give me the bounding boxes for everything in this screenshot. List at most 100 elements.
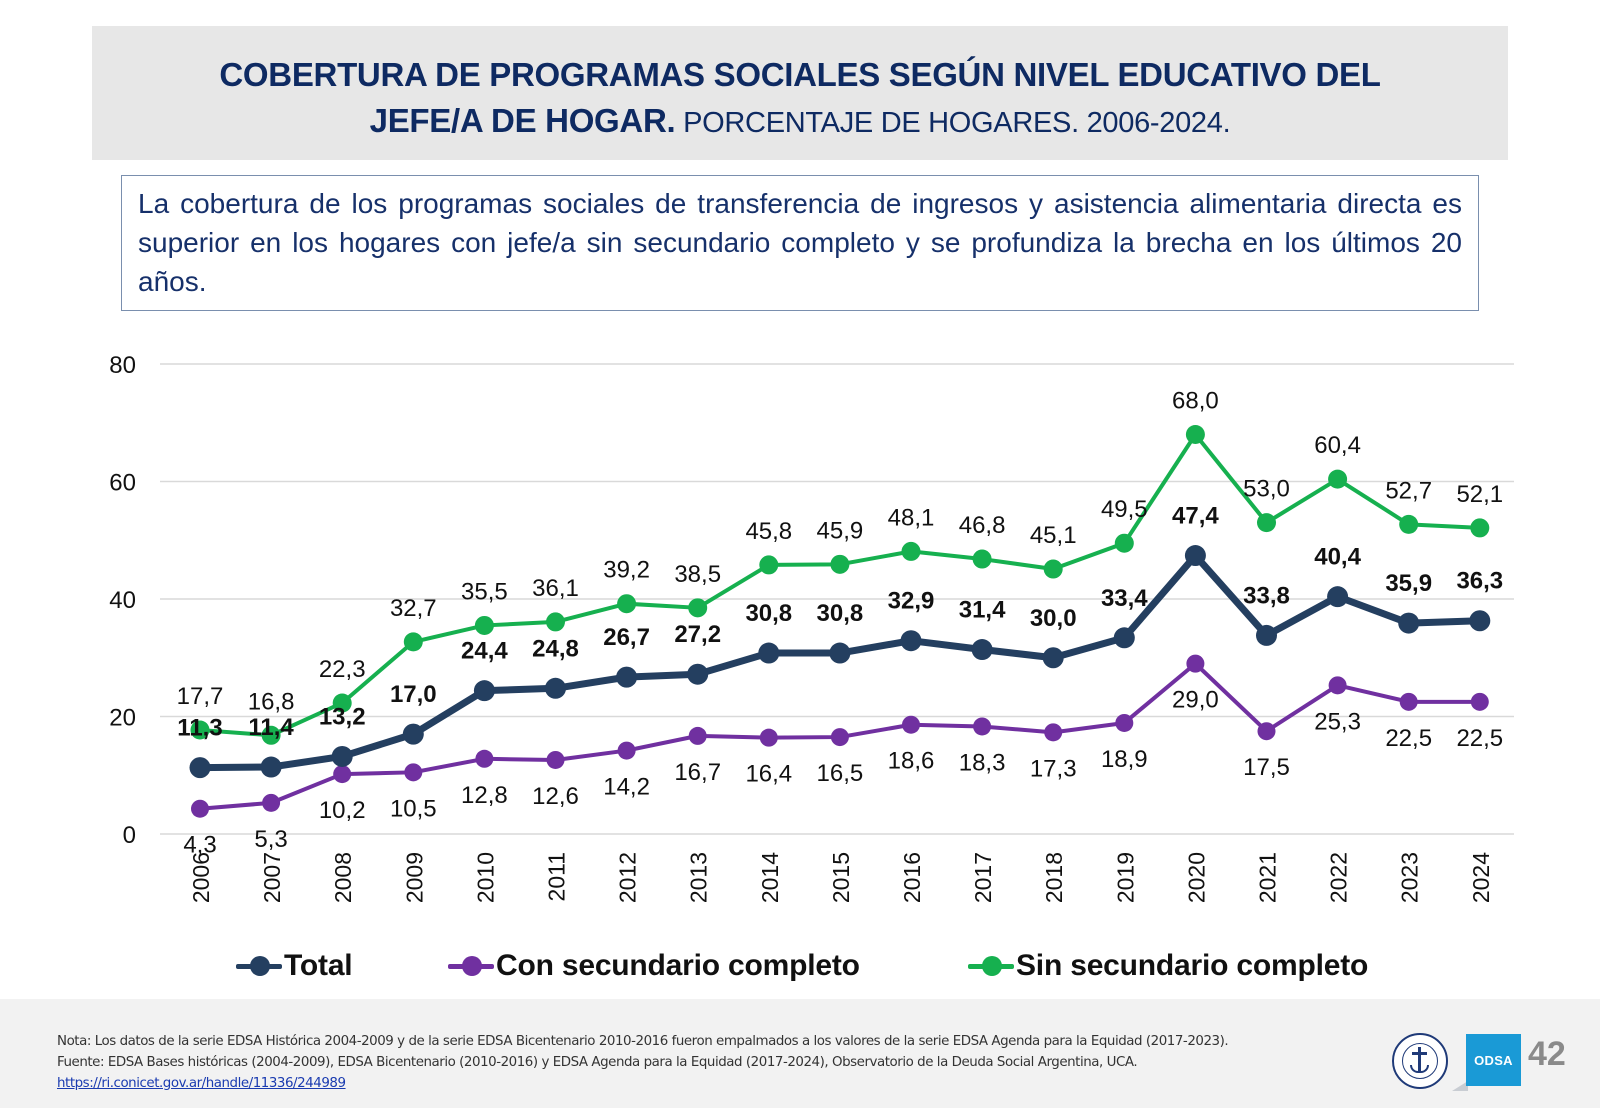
- data-point-sin-secundario: [901, 541, 921, 561]
- data-label-total: 24,8: [532, 635, 579, 662]
- data-point-total: [687, 663, 709, 685]
- data-point-total: [1469, 610, 1491, 632]
- data-point-total: [1042, 647, 1064, 669]
- x-tick-label: 2019: [1112, 852, 1138, 903]
- data-label-con-secundario: 12,8: [461, 782, 508, 809]
- data-label-sin-secundario: 45,1: [1030, 522, 1077, 549]
- data-point-total: [1398, 612, 1420, 634]
- legend-item-con-secundario[interactable]: Con secundario completo: [448, 946, 860, 986]
- legend-marker-icon: [968, 956, 1014, 976]
- data-label-total: 32,9: [888, 588, 935, 615]
- footer: Nota: Los datos de la serie EDSA Históri…: [0, 999, 1600, 1108]
- data-label-sin-secundario: 16,8: [248, 688, 295, 715]
- data-label-total: 35,9: [1385, 570, 1432, 597]
- data-label-con-secundario: 17,5: [1243, 754, 1290, 781]
- legend-item-sin-secundario[interactable]: Sin secundario completo: [968, 946, 1368, 986]
- data-point-total: [1113, 627, 1135, 649]
- x-tick-label: 2021: [1255, 852, 1281, 903]
- data-label-total: 30,0: [1030, 605, 1077, 632]
- data-label-sin-secundario: 49,5: [1101, 496, 1148, 523]
- data-point-con-secundario: [902, 715, 920, 734]
- data-point-sin-secundario: [617, 594, 637, 614]
- data-label-con-secundario: 18,6: [888, 748, 935, 775]
- data-label-con-secundario: 12,6: [532, 783, 579, 810]
- data-label-total: 36,3: [1456, 568, 1503, 595]
- data-point-con-secundario: [1186, 654, 1205, 673]
- y-tick-label: 60: [109, 470, 136, 497]
- data-label-con-secundario: 22,5: [1456, 725, 1503, 752]
- x-tick-label: 2018: [1041, 852, 1067, 903]
- page-number: 42: [1528, 1035, 1566, 1073]
- data-label-sin-secundario: 45,8: [745, 518, 792, 545]
- title-line-1: COBERTURA DE PROGRAMAS SOCIALES SEGÚN NI…: [219, 56, 1381, 93]
- line-chart: 0 20 40 60 80 2006 2007 2008 2009 2010 2011 2012 20…: [0, 340, 1600, 1000]
- title-bold-part: JEFE/A DE HOGAR.: [369, 102, 676, 139]
- data-point-total: [1184, 545, 1206, 567]
- data-label-total: 24,4: [461, 638, 508, 665]
- data-label-sin-secundario: 52,1: [1456, 481, 1503, 508]
- data-label-total: 26,7: [603, 624, 650, 651]
- title-banner: COBERTURA DE PROGRAMAS SOCIALES SEGÚN NI…: [92, 26, 1508, 160]
- data-label-total: 17,0: [390, 681, 437, 708]
- y-tick-label: 20: [109, 705, 136, 732]
- data-label-sin-secundario: 48,1: [888, 504, 935, 531]
- data-point-sin-secundario: [546, 612, 565, 632]
- data-label-total: 30,8: [745, 600, 792, 627]
- legend-marker-icon: [448, 956, 494, 976]
- data-point-con-secundario: [1115, 713, 1134, 732]
- data-point-sin-secundario: [830, 554, 850, 574]
- data-label-sin-secundario: 22,3: [319, 656, 366, 683]
- x-tick-label: 2023: [1397, 852, 1423, 903]
- data-label-sin-secundario: 32,7: [390, 595, 437, 622]
- data-point-total: [189, 757, 211, 779]
- data-point-total: [402, 723, 424, 745]
- x-axis-ticks: 2006 2007 2008 2009 2010 2011 2012 2013 2014 2015…: [188, 852, 1494, 903]
- data-label-con-secundario: 10,5: [390, 795, 437, 822]
- data-label-total: 33,4: [1101, 585, 1148, 612]
- x-tick-label: 2022: [1326, 852, 1352, 903]
- title-subtitle: PORCENTAJE DE HOGARES. 2006-2024.: [675, 107, 1231, 139]
- data-label-con-secundario: 4,3: [183, 832, 216, 859]
- data-point-sin-secundario: [190, 720, 210, 740]
- data-label-sin-secundario: 17,7: [177, 683, 224, 710]
- data-point-sin-secundario: [1399, 514, 1419, 534]
- data-labels: 17,7 16,8 22,3 32,7 35,5 36,1 39,2 38,5 45,8 45,9…: [177, 388, 1504, 859]
- y-tick-label: 80: [109, 352, 136, 379]
- odsa-logo: ODSA: [1466, 1034, 1521, 1086]
- data-point-total: [545, 677, 566, 699]
- data-label-con-secundario: 14,2: [603, 774, 650, 801]
- legend-label: Total: [284, 949, 353, 982]
- data-point-con-secundario: [404, 763, 423, 782]
- uca-seal-icon: [1392, 1033, 1448, 1089]
- data-point-sin-secundario: [1257, 513, 1276, 533]
- data-label-sin-secundario: 36,1: [532, 575, 579, 602]
- data-label-con-secundario: 22,5: [1385, 725, 1432, 752]
- data-label-sin-secundario: 38,5: [674, 561, 721, 588]
- data-label-con-secundario: 16,5: [817, 760, 864, 787]
- x-tick-label: 2024: [1468, 852, 1494, 903]
- x-tick-label: 2008: [330, 852, 356, 903]
- data-point-con-secundario: [333, 765, 352, 784]
- data-label-con-secundario: 18,9: [1101, 746, 1148, 773]
- x-tick-label: 2015: [828, 852, 854, 903]
- data-point-sin-secundario: [1328, 469, 1348, 489]
- data-label-total: 31,4: [959, 597, 1006, 624]
- y-tick-label: 40: [109, 587, 136, 614]
- data-point-con-secundario: [191, 799, 209, 818]
- x-tick-label: 2011: [544, 852, 570, 901]
- data-label-sin-secundario: 35,5: [461, 578, 508, 605]
- data-label-total: 30,8: [817, 600, 864, 627]
- data-label-sin-secundario: 68,0: [1172, 388, 1219, 415]
- title-line-2: JEFE/A DE HOGAR. PORCENTAJE DE HOGARES. …: [92, 98, 1508, 146]
- source-link[interactable]: https://ri.conicet.gov.ar/handle/11336/2…: [57, 1076, 346, 1091]
- x-tick-label: 2014: [757, 852, 783, 903]
- footer-note: Nota: Los datos de la serie EDSA Históri…: [57, 1034, 1229, 1049]
- data-point-con-secundario: [1470, 692, 1489, 711]
- legend-item-total[interactable]: Total: [236, 946, 353, 986]
- data-label-con-secundario: 17,3: [1030, 755, 1077, 782]
- data-point-sin-secundario: [1470, 518, 1490, 538]
- data-label-con-secundario: 29,0: [1172, 687, 1219, 714]
- data-point-con-secundario: [1328, 676, 1347, 695]
- series-lines: [189, 425, 1491, 818]
